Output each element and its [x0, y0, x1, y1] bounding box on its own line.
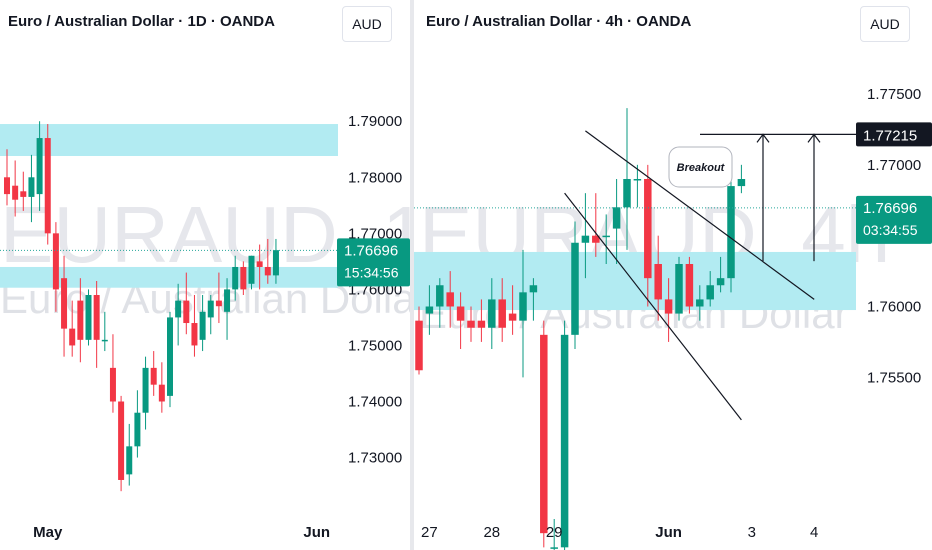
- x-axis-tick: Jun: [655, 524, 682, 541]
- candle-up: [623, 179, 631, 207]
- y-axis-tick: 1.74000: [348, 394, 402, 411]
- candle-down: [540, 335, 548, 533]
- candle-up: [613, 207, 621, 228]
- breakout-note-text: Breakout: [677, 162, 726, 174]
- candle-up: [582, 236, 590, 243]
- chart-panel-4h[interactable]: EURAUD, 4h Euro / Australian Dollar 1.7750…: [414, 0, 932, 550]
- y-axis-tick: 1.75000: [348, 337, 402, 354]
- y-axis-tick: 1.77000: [867, 157, 921, 174]
- chart-1d-canvas[interactable]: EURAUD, 1DEuro / Australian Dollar1.7900…: [0, 0, 410, 550]
- y-axis-tick: 1.73000: [348, 450, 402, 467]
- y-axis-tick: 1.78000: [348, 169, 402, 186]
- candle-down: [183, 301, 189, 323]
- candle-up: [208, 301, 214, 318]
- candle-up: [706, 285, 714, 299]
- candle-up: [224, 289, 230, 311]
- candle-down: [191, 323, 197, 345]
- candle-up: [675, 264, 683, 314]
- x-axis-tick: 27: [421, 524, 438, 541]
- candle-down: [69, 329, 75, 346]
- candle-down: [265, 267, 271, 275]
- candle-down: [45, 138, 51, 233]
- y-axis-tick: 1.76000: [867, 299, 921, 316]
- candle-down: [77, 301, 83, 340]
- chart-4h-title: Euro / Australian Dollar · 4h · OANDA: [426, 13, 691, 30]
- candle-up: [696, 299, 704, 306]
- candle-down: [644, 179, 652, 278]
- candle-down: [4, 177, 10, 194]
- candle-up: [126, 446, 132, 474]
- x-axis-tick: 29: [546, 524, 563, 541]
- candle-up: [571, 243, 579, 335]
- chart-panel-1d[interactable]: EURAUD, 1DEuro / Australian Dollar1.7900…: [0, 0, 410, 550]
- candle-up: [634, 179, 642, 181]
- candle-down: [654, 264, 662, 299]
- x-axis-tick: May: [33, 524, 63, 541]
- candle-down: [61, 278, 67, 328]
- candle-up: [86, 295, 92, 340]
- last-price-label: 1.76696: [863, 200, 917, 217]
- y-axis-tick: 1.75500: [867, 369, 921, 386]
- candle-up: [200, 312, 206, 340]
- candle-up: [602, 236, 610, 238]
- candle-up: [561, 335, 569, 548]
- candle-up: [550, 547, 558, 549]
- x-axis-tick: Jun: [303, 524, 330, 541]
- candle-up: [232, 267, 238, 289]
- candle-down: [151, 368, 157, 385]
- candle-down: [478, 321, 486, 328]
- candle-up: [143, 368, 149, 413]
- candle-down: [53, 233, 59, 289]
- candle-up: [175, 301, 181, 318]
- candle-down: [509, 314, 516, 321]
- candle-down: [457, 307, 465, 321]
- chart-1d-title: Euro / Australian Dollar · 1D · OANDA: [8, 13, 275, 30]
- x-axis-tick: 4: [810, 524, 818, 541]
- candle-down: [20, 191, 26, 197]
- candle-down: [415, 321, 423, 371]
- candle-down: [686, 264, 694, 307]
- candle-down: [94, 295, 100, 340]
- candle-up: [134, 413, 140, 447]
- y-axis-tick: 1.79000: [348, 113, 402, 130]
- x-axis-tick: 28: [483, 524, 500, 541]
- candle-down: [118, 402, 124, 480]
- candle-up: [426, 307, 434, 314]
- candle-up: [519, 292, 527, 320]
- supply-demand-zone: [0, 267, 338, 288]
- candle-up: [727, 186, 735, 278]
- candle-up: [738, 179, 746, 186]
- x-axis-tick: 3: [748, 524, 756, 541]
- target-price-label: 1.77215: [863, 127, 917, 144]
- candle-up: [717, 278, 725, 285]
- candle-down: [12, 186, 18, 200]
- candle-up: [273, 250, 279, 275]
- y-axis-tick: 1.77500: [867, 86, 921, 103]
- candle-down: [446, 292, 454, 306]
- candle-down: [665, 299, 673, 313]
- candle-down: [467, 321, 475, 328]
- candle-down: [216, 301, 222, 307]
- candle-up: [37, 138, 43, 194]
- chart-4h-currency-button[interactable]: AUD: [860, 6, 910, 42]
- candle-up: [102, 340, 108, 342]
- candle-up: [530, 285, 538, 292]
- candle-down: [257, 261, 263, 267]
- bar-countdown-label: 15:34:56: [344, 264, 399, 280]
- candle-up: [436, 285, 444, 306]
- candle-up: [167, 317, 173, 395]
- last-price-label: 1.76696: [344, 242, 398, 259]
- candle-up: [28, 177, 34, 197]
- bar-countdown-label: 03:34:55: [863, 222, 918, 238]
- candle-up: [488, 299, 496, 327]
- candle-down: [110, 368, 116, 402]
- candle-down: [159, 385, 165, 402]
- candle-down: [240, 267, 246, 289]
- chart-1d-currency-button[interactable]: AUD: [342, 6, 392, 42]
- candle-down: [498, 299, 506, 327]
- candle-up: [249, 256, 255, 284]
